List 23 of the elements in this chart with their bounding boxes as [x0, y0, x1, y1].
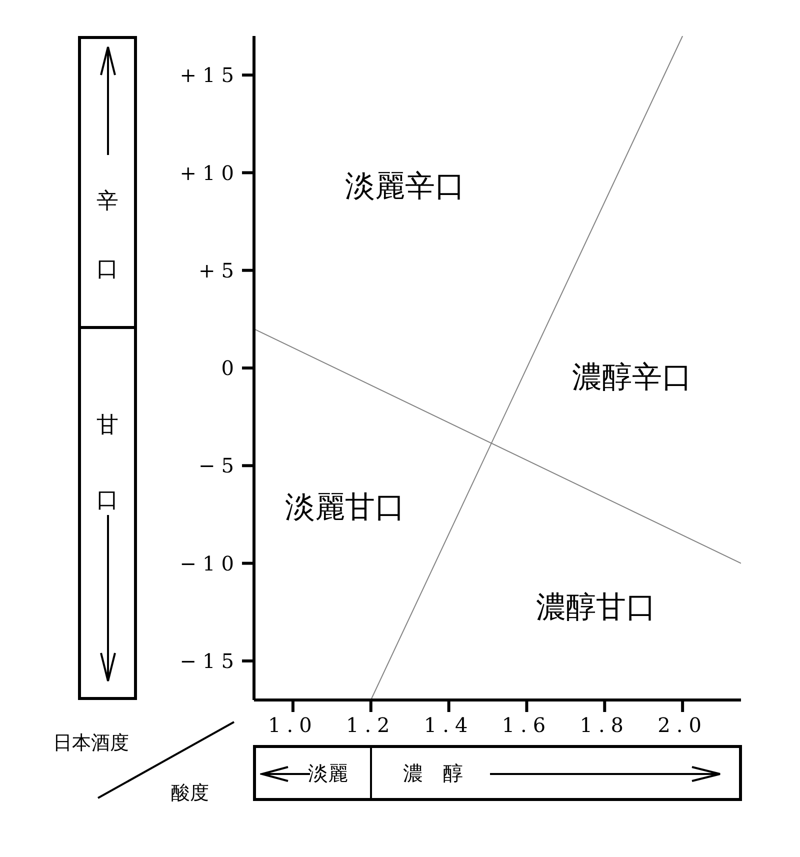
y-tick-label: −5 [198, 454, 240, 478]
annotation: 濃醇甘口 [535, 589, 657, 627]
x-tick-label: 1.0 [268, 713, 318, 738]
x-tick-label: 1.8 [580, 713, 630, 738]
x-tick-label: 1.4 [424, 713, 474, 738]
x-tick-label: 1.6 [502, 713, 552, 738]
text: 甘口 [96, 413, 118, 513]
y-tick-label: +10 [180, 160, 240, 185]
y-axis-title: 日本酒度 [53, 731, 129, 756]
text: 濃 醇 [403, 760, 463, 787]
y-tick-label: +5 [198, 258, 240, 282]
annotation: 濃醇辛口 [571, 359, 693, 397]
y-tick-label: 0 [221, 356, 240, 380]
annotation: 淡麗甘口 [284, 489, 406, 527]
text: 辛口 [96, 189, 118, 282]
y-tick-label: −15 [180, 649, 240, 674]
text: 淡麗 [308, 760, 348, 787]
y-tick-label: +15 [180, 63, 240, 88]
x-tick-label: 1.2 [346, 713, 396, 738]
x-tick-label: 2.0 [658, 713, 708, 738]
annotation: 淡麗辛口 [344, 168, 466, 206]
x-axis-title: 酸度 [171, 781, 209, 806]
y-tick-label: −10 [180, 551, 240, 576]
